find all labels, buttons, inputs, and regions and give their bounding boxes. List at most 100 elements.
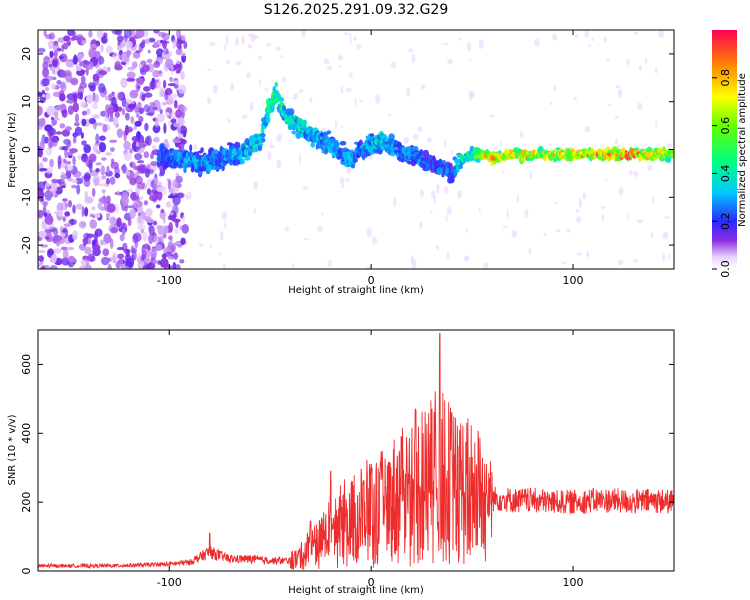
spectrogram-cell	[350, 163, 356, 169]
spectrogram-cell	[51, 68, 56, 75]
snr-x-axis-label: Height of straight line (km)	[288, 585, 424, 596]
spectrogram-cell	[81, 206, 85, 217]
spectrogram-cell	[150, 247, 158, 259]
spectrogram-cell	[161, 225, 169, 235]
spectrogram-cell	[601, 213, 604, 223]
spectrogram-cell	[465, 229, 468, 234]
x-tick-label: 100	[563, 274, 584, 287]
spectrogram-cell	[107, 107, 115, 115]
spectrogram-cell	[222, 211, 228, 221]
spectrogram-cell	[341, 184, 345, 189]
snr-frame	[37, 329, 675, 572]
spectrogram-cell	[153, 177, 158, 185]
spectrogram-cell	[72, 155, 76, 166]
spectrogram-cell	[218, 252, 222, 256]
spectrogram-cell	[153, 234, 161, 244]
spectrogram-cell	[215, 166, 222, 170]
spectrogram-cell	[88, 117, 96, 125]
spectrogram-cell	[618, 186, 624, 196]
spectrogram-cell	[662, 252, 666, 262]
spectrogram-cell	[72, 170, 82, 178]
spectrogram-cell	[45, 225, 54, 230]
spectrogram-cell	[469, 59, 472, 62]
spectrogram-cell	[174, 63, 181, 69]
spectrogram-cell	[121, 96, 127, 108]
spectrogram-cell	[246, 72, 252, 79]
spectrogram-cell	[75, 65, 82, 72]
spectrogram-cell	[100, 165, 106, 176]
spectrogram-cell	[148, 234, 154, 245]
spectrogram-cell	[179, 225, 186, 231]
spectrogram-cell	[41, 78, 50, 87]
spectrogram-cell	[116, 247, 125, 251]
spectrogram-cell	[98, 196, 108, 204]
spectrogram-cell	[79, 61, 85, 67]
spectrogram-cell	[463, 255, 470, 262]
spectrogram-cell	[80, 75, 86, 84]
spectrogram-cell	[66, 160, 72, 165]
spectrogram-cell	[157, 260, 161, 265]
spectrogram-cell	[63, 159, 67, 164]
spectrogram-cell	[81, 140, 87, 146]
spectrogram-cell	[198, 171, 203, 175]
spectrogram-cell	[143, 92, 153, 98]
spectrogram-cell	[101, 189, 106, 194]
spectrogram-cell	[74, 122, 80, 127]
spectrogram-cell	[75, 177, 84, 185]
spectrogram-cell	[42, 94, 46, 98]
spectrogram-cell	[98, 83, 106, 93]
spectrogram-cell	[84, 190, 88, 200]
spectrogram-cell	[159, 258, 169, 268]
spectrogram-cell	[45, 147, 53, 156]
spectrogram-cell	[309, 97, 313, 104]
spectrogram-cell	[343, 32, 349, 36]
snr-panel: -100 0 100 0 200 400 600 Height of straight l…	[7, 329, 675, 596]
spectrogram-cell	[123, 140, 131, 151]
spectrogram-cell	[528, 248, 532, 255]
spectrogram-cell	[213, 149, 219, 155]
spectrogram-cell	[161, 101, 168, 106]
spectrogram-cell	[222, 263, 226, 269]
spectrogram-cell	[326, 130, 332, 135]
spectrogram-cell	[53, 248, 62, 254]
spectrogram-cell	[49, 158, 54, 168]
spectrogram-cell	[61, 108, 68, 118]
spectrogram-cell	[167, 83, 176, 87]
spectrogram-cell	[58, 55, 64, 60]
spectrogram-cell	[174, 228, 180, 235]
spectrogram-cell	[66, 93, 76, 100]
spectrogram-cell	[478, 39, 484, 50]
spectrogram-cell	[167, 241, 172, 250]
x-tick-label: 0	[368, 274, 375, 287]
spectrogram-cell	[129, 208, 136, 219]
spectrogram-cell	[146, 58, 153, 64]
spectrogram-cell	[38, 262, 41, 268]
spectrogram-cell	[132, 233, 139, 244]
spectrogram-cell	[154, 73, 164, 77]
spectrogram-cell	[499, 140, 502, 147]
spectrogram-cell	[662, 146, 666, 152]
spectrogram-cell	[114, 64, 123, 71]
spectrogram-cell	[150, 152, 154, 160]
spectrogram-cell	[502, 170, 505, 174]
spectrogram-cell	[369, 133, 375, 137]
spectrogram-cell	[111, 158, 115, 165]
spectrogram-cell	[86, 233, 95, 238]
spectrogram-cell	[67, 200, 73, 208]
y-tick-label: -20	[20, 236, 33, 254]
spectrogram-cell	[276, 46, 281, 51]
spectrogram-cell	[72, 102, 80, 113]
spectrogram-cell	[105, 95, 110, 101]
spectrogram-cell	[274, 99, 279, 104]
spectrogram-cell	[131, 196, 141, 202]
spectrogram-cell	[97, 202, 103, 210]
spectrogram-cell	[65, 144, 70, 151]
spectrogram-cell	[61, 246, 68, 251]
spectrogram-cell	[475, 158, 481, 164]
spectrogram-cell	[576, 216, 582, 224]
spectrogram-cell	[79, 81, 87, 89]
spectrogram-cell	[53, 117, 60, 121]
spectrogram-cell	[138, 141, 144, 148]
spectrogram-cell	[550, 101, 553, 106]
spectrogram-cell	[173, 122, 181, 128]
